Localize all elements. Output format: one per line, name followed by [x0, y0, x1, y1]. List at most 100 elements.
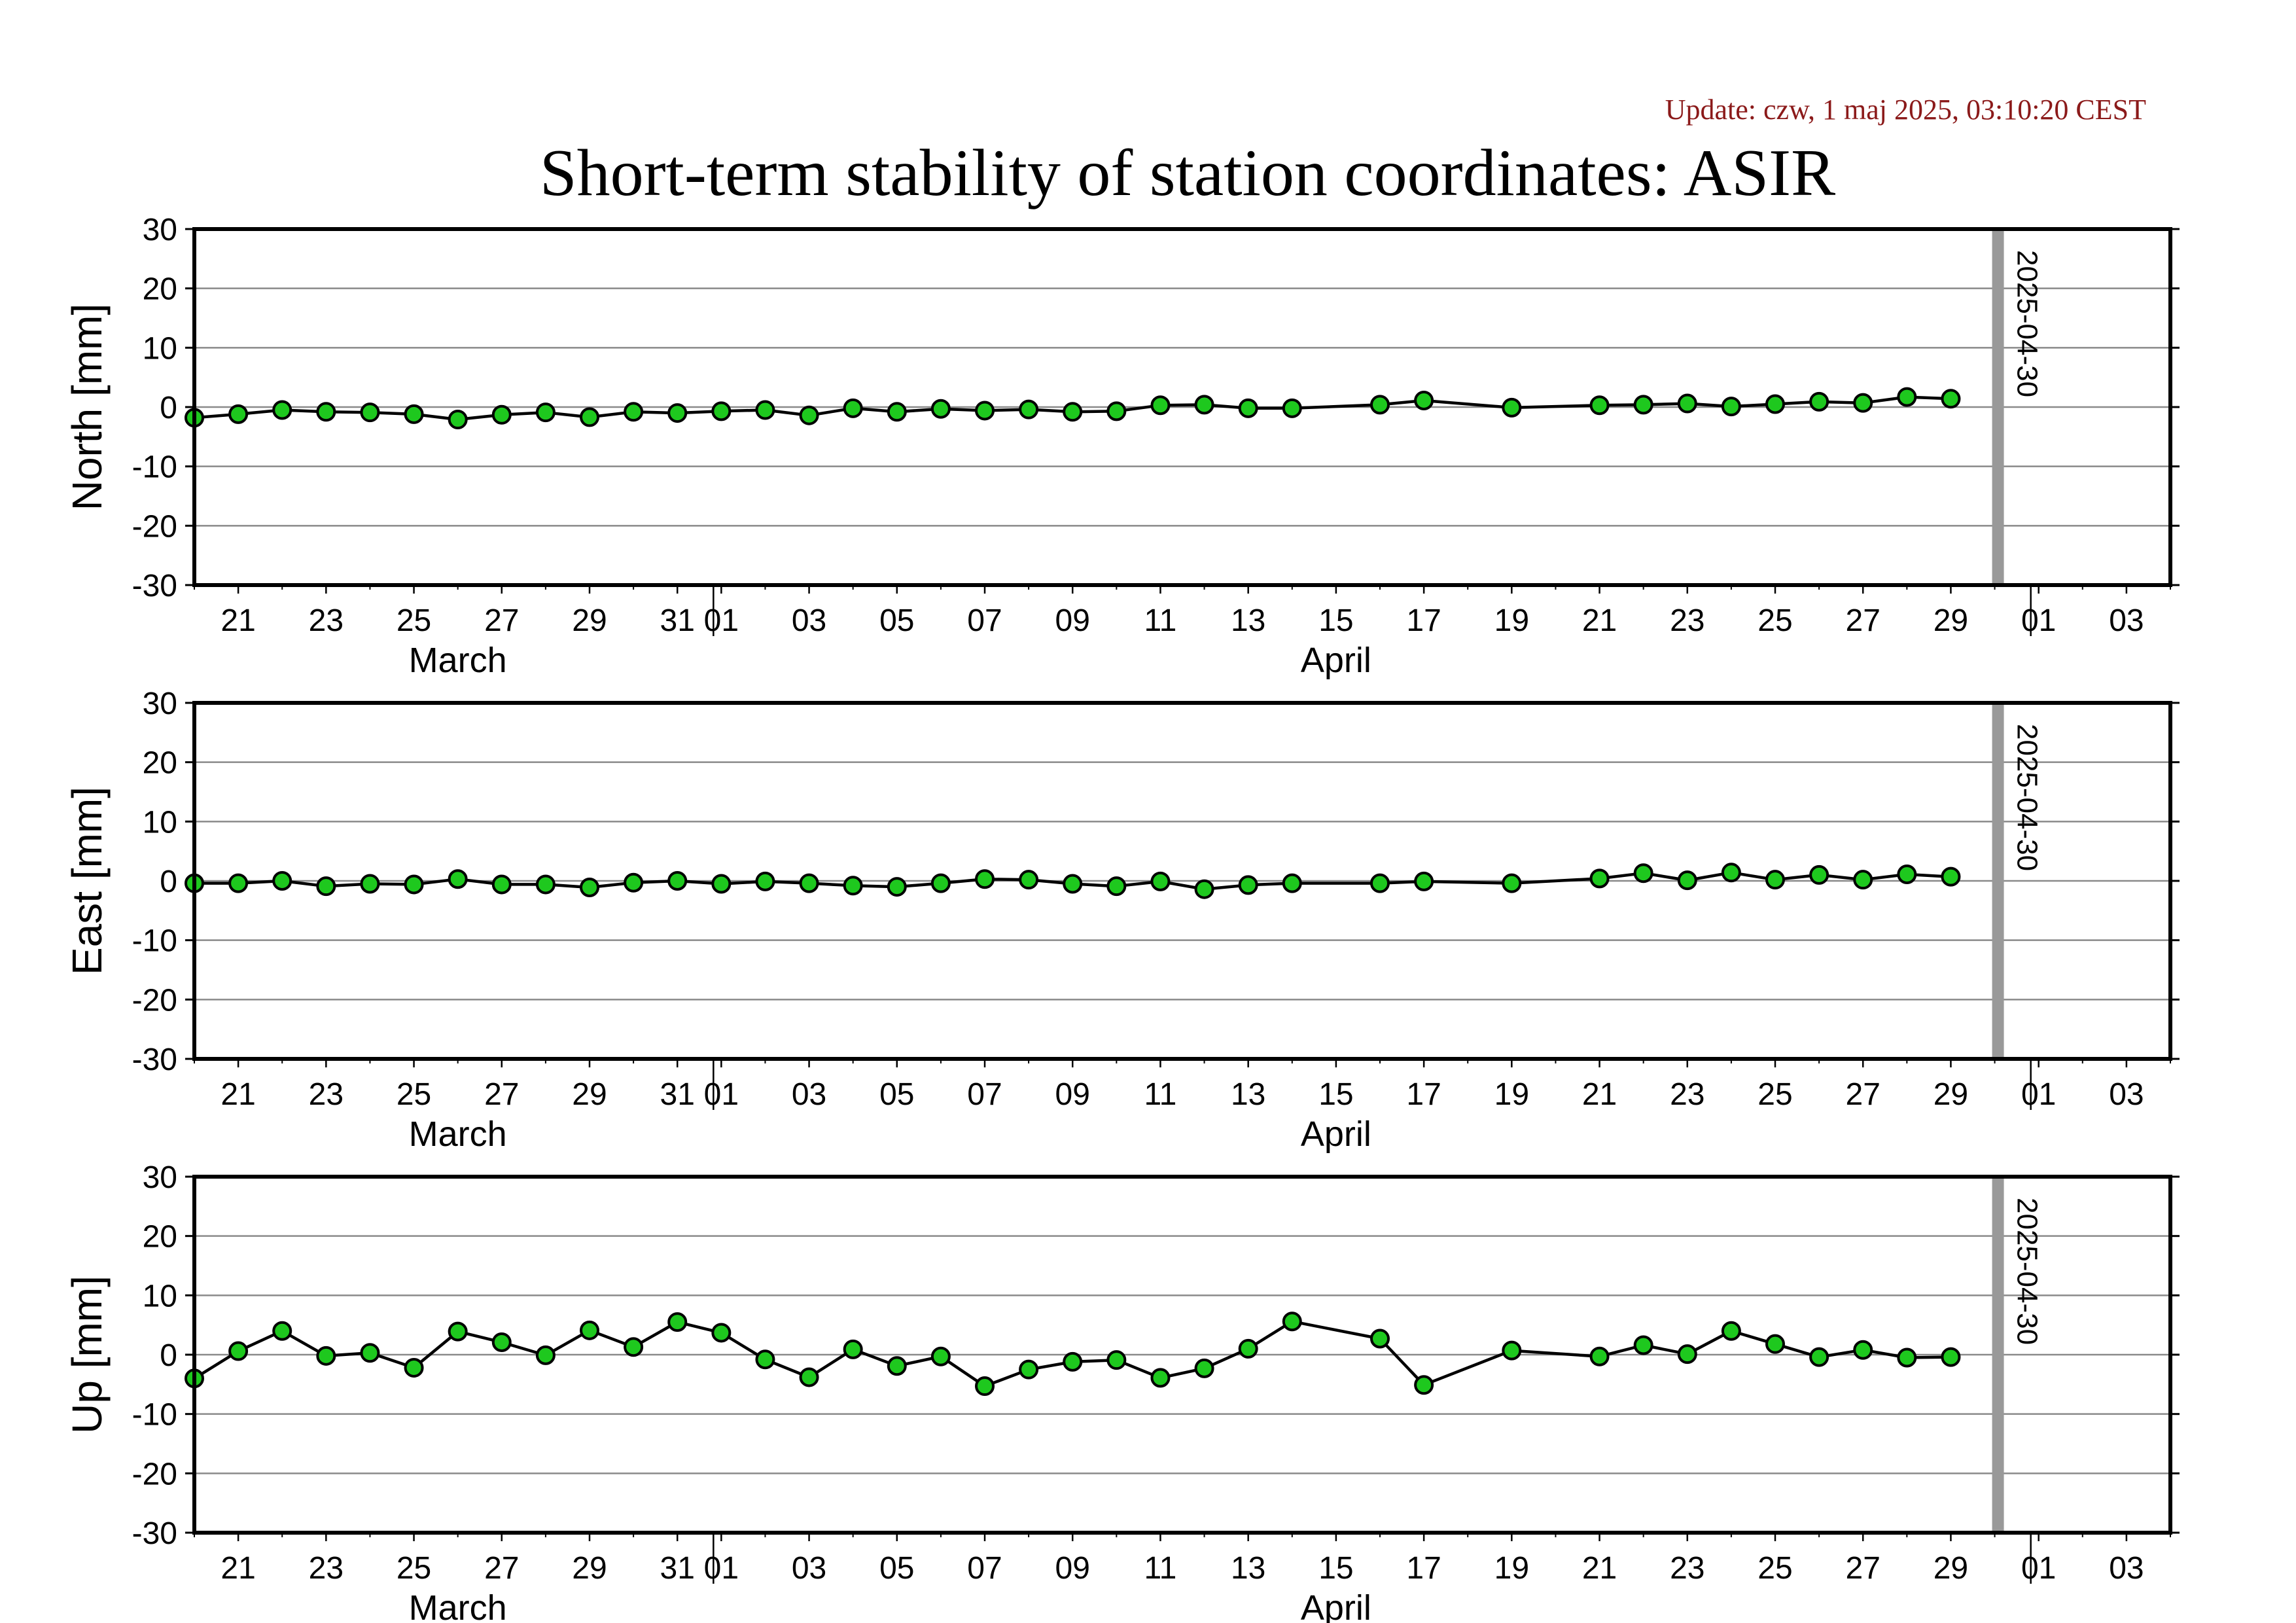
data-point [1150, 1368, 1171, 1388]
data-point [1765, 394, 1785, 414]
data-point [711, 1323, 732, 1343]
data-point [1941, 866, 1961, 887]
data-point [1809, 865, 1829, 885]
x-tick-label: 03 [2109, 1077, 2144, 1112]
data-point [580, 877, 599, 897]
data-point [667, 403, 688, 423]
data-point [799, 1367, 819, 1387]
x-tick-label: 21 [1582, 1551, 1617, 1586]
x-tick-label: 17 [1406, 1551, 1441, 1586]
x-tick-label: 07 [967, 603, 1002, 638]
y-tick-label: 10 [143, 1279, 177, 1313]
data-point [799, 873, 819, 893]
plot-frame [192, 1175, 2172, 1535]
x-tick-label: 13 [1231, 603, 1265, 638]
x-tick-label: 29 [1934, 1077, 1968, 1112]
data-point [272, 871, 292, 891]
data-point [1941, 1347, 1961, 1367]
data-point [1765, 870, 1785, 890]
x-tick-label: 05 [879, 603, 914, 638]
x-tick-label: 31 [660, 603, 695, 638]
data-point [1502, 397, 1522, 418]
data-point [448, 1321, 468, 1342]
data-point [930, 1346, 951, 1366]
x-tick-label: 21 [221, 1077, 255, 1112]
data-point [1150, 395, 1171, 416]
month-label: April [1301, 1115, 1371, 1154]
data-point [360, 1343, 380, 1363]
x-tick-label: 21 [221, 603, 255, 638]
x-tick-label: 15 [1318, 1551, 1353, 1586]
data-point [1063, 1351, 1083, 1372]
panel-3: 30 20 10 0 -10 -20 -30 Up [mm] 21 23 25 27 29 31 01 03 0… [63, 1160, 2180, 1623]
data-point [1238, 1338, 1258, 1359]
data-point [448, 410, 468, 430]
date-marker-label: 2025-04-30 [2011, 250, 2043, 397]
x-tick-label: 13 [1231, 1551, 1265, 1586]
data-point [1633, 1335, 1653, 1355]
data-point [975, 401, 995, 421]
data-point [711, 874, 732, 894]
y-tick-label: -20 [132, 509, 177, 544]
chart-title: Short-term stability of station coordina… [540, 136, 1835, 210]
y-tick-label: -10 [132, 1398, 177, 1433]
x-tick-label: 25 [1757, 1551, 1792, 1586]
x-tick-label: 09 [1055, 603, 1090, 638]
data-point [1194, 395, 1214, 415]
data-point [491, 874, 512, 895]
data-point [1414, 871, 1434, 891]
data-point [1019, 399, 1039, 419]
data-point [404, 874, 424, 895]
x-tick-label: 23 [309, 603, 344, 638]
x-tick-label: 11 [1144, 603, 1177, 638]
data-point [1633, 863, 1653, 883]
data-point [1721, 863, 1741, 883]
x-tick-label: 25 [1757, 1077, 1792, 1112]
data-point [580, 407, 599, 427]
x-tick-label: 29 [572, 603, 607, 638]
data-point [1370, 395, 1390, 415]
x-tick-label: 07 [967, 1551, 1002, 1586]
data-point [535, 1345, 556, 1365]
data-point [448, 869, 468, 889]
y-axis-label: East [mm] [63, 787, 111, 975]
data-point [491, 1332, 512, 1352]
data-point [1677, 870, 1697, 891]
x-tick-label: 03 [2109, 603, 2144, 638]
data-point [1502, 1340, 1522, 1361]
x-tick-label: 01 [2021, 1077, 2056, 1112]
data-point [1282, 1311, 1302, 1332]
data-point [228, 404, 249, 424]
data-point [272, 1321, 292, 1341]
y-tick-label: -30 [132, 1516, 177, 1551]
month-label: March [409, 641, 507, 680]
data-point [667, 1312, 688, 1332]
data-point [228, 873, 249, 893]
data-point [1677, 393, 1697, 414]
x-tick-label: 03 [792, 1077, 826, 1112]
data-point [667, 871, 688, 891]
data-point [1809, 1347, 1829, 1367]
y-tick-label: -20 [132, 1457, 177, 1491]
x-tick-label: 15 [1318, 1077, 1353, 1112]
x-tick-label: 05 [879, 1551, 914, 1586]
data-point [1765, 1334, 1785, 1354]
x-tick-label: 21 [1582, 1077, 1617, 1112]
y-tick-label: 20 [143, 1220, 177, 1255]
x-tick-label: 27 [484, 603, 519, 638]
data-point [1194, 1358, 1214, 1378]
x-tick-label: 23 [1670, 1077, 1704, 1112]
data-point [1414, 1375, 1434, 1395]
x-tick-label: 19 [1494, 1077, 1529, 1112]
data-point [316, 1346, 336, 1366]
data-point [580, 1320, 599, 1340]
data-point [1853, 870, 1873, 890]
data-point [535, 874, 556, 895]
x-tick-label: 29 [1934, 1551, 1968, 1586]
x-tick-label: 11 [1144, 1551, 1177, 1586]
update-timestamp: Update: czw, 1 maj 2025, 03:10:20 CEST [1665, 94, 2146, 126]
x-tick-label: 09 [1055, 1077, 1090, 1112]
